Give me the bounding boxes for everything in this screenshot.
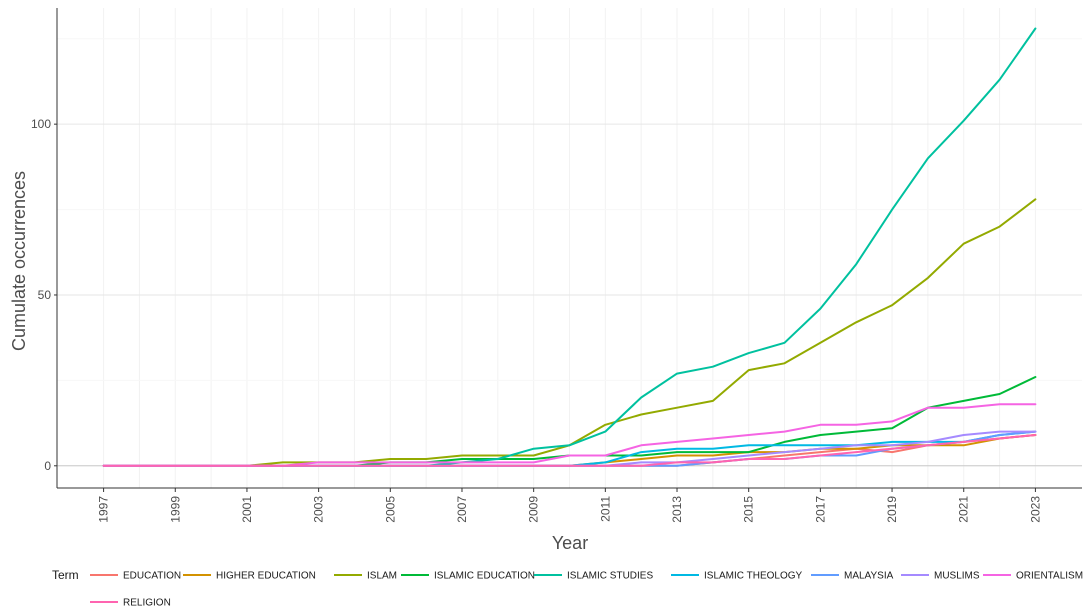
- x-tick-label: 2019: [885, 496, 899, 523]
- legend-label: MUSLIMS: [934, 571, 980, 582]
- x-tick-label: 2017: [813, 496, 827, 523]
- x-tick-label: 2021: [957, 496, 971, 523]
- x-tick-label: 2005: [383, 496, 397, 523]
- x-tick-label: 2007: [455, 496, 469, 523]
- series-line-religion: [102, 434, 1037, 467]
- axes: 0 50 100 1997 1999 2001 2003 2005 2007 2009 2011 20…: [31, 8, 1082, 523]
- x-tick-label: 2013: [670, 496, 684, 523]
- legend: EDUCATION HIGHER EDUCATION ISLAM ISLAMIC ED…: [90, 571, 1083, 608]
- legend-label: HIGHER EDUCATION: [216, 571, 316, 582]
- x-tick-label: 1999: [168, 496, 182, 523]
- legend-title: Term: [52, 568, 79, 582]
- x-tick-label: 2001: [240, 496, 254, 523]
- legend-label: RELIGION: [123, 598, 171, 608]
- legend-label: ORIENTALISM: [1016, 571, 1083, 582]
- x-tick-label: 2011: [598, 496, 612, 522]
- legend-label: ISLAMIC STUDIES: [567, 571, 653, 582]
- x-tick-label: 1997: [97, 496, 111, 523]
- grid-lines: [57, 8, 1082, 488]
- y-tick-label: 0: [44, 459, 51, 473]
- legend-label: ISLAM: [367, 571, 397, 582]
- x-tick-label: 2015: [742, 496, 756, 523]
- x-tick-label: 2003: [312, 496, 326, 523]
- series-lines: [102, 27, 1037, 467]
- y-tick-label: 50: [38, 288, 52, 302]
- legend-label: ISLAMIC THEOLOGY: [704, 571, 803, 582]
- legend-label: EDUCATION: [123, 571, 181, 582]
- x-tick-label: 2009: [527, 496, 541, 523]
- legend-label: MALAYSIA: [844, 571, 894, 582]
- x-tick-label: 2023: [1028, 496, 1042, 523]
- x-axis-title: Year: [552, 533, 588, 553]
- y-tick-label: 100: [31, 117, 51, 131]
- legend-label: ISLAMIC EDUCATION: [434, 571, 535, 582]
- y-axis-title: Cumulate occurrences: [9, 171, 29, 351]
